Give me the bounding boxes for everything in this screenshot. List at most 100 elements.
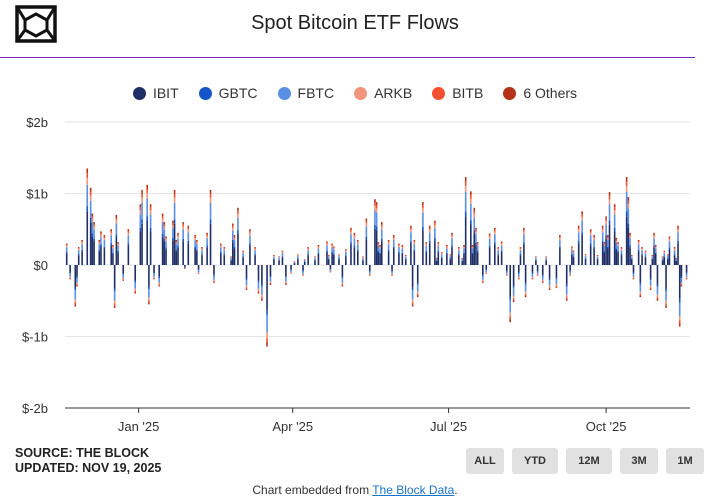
flow-bar-segment xyxy=(290,272,292,273)
range-button-1m[interactable]: 1M xyxy=(666,448,704,474)
legend-item-arkb[interactable]: ARKB xyxy=(354,84,412,102)
flow-bar-segment xyxy=(69,273,71,277)
flow-bar-segment xyxy=(663,251,666,253)
flow-bar-segment xyxy=(437,251,440,253)
flow-bar-segment xyxy=(230,257,232,258)
flow-bar-segment xyxy=(531,276,534,278)
legend-item-ibit[interactable]: IBIT xyxy=(132,84,179,102)
flow-bar-segment xyxy=(380,224,383,227)
flow-bar-segment xyxy=(607,237,609,241)
flow-bar-segment xyxy=(471,245,474,247)
flow-bar-segment xyxy=(89,191,92,196)
flow-bar-segment xyxy=(98,241,101,243)
flow-bar-segment xyxy=(413,239,416,242)
range-button-3m[interactable]: 3M xyxy=(620,448,658,474)
range-button-all[interactable]: ALL xyxy=(466,448,504,474)
flow-bar-segment xyxy=(541,275,544,280)
flow-bar-segment xyxy=(458,254,460,256)
flow-bar-segment xyxy=(577,227,580,230)
flow-bar-segment xyxy=(500,243,503,246)
flow-bar-segment xyxy=(458,250,460,255)
flow-bar-segment xyxy=(357,249,359,252)
flow-bar-segment xyxy=(581,235,583,265)
flow-bar-segment xyxy=(461,257,464,259)
flow-bar-segment xyxy=(81,251,83,265)
flow-bar-segment xyxy=(249,243,251,246)
legend-item-bitb[interactable]: BITB xyxy=(432,84,483,102)
flow-bar-segment xyxy=(536,273,539,275)
flow-bar-segment xyxy=(362,259,364,261)
flow-bar-segment xyxy=(362,256,364,258)
flow-bar-segment xyxy=(413,241,416,243)
flow-bar-segment xyxy=(153,278,155,280)
flow-bar-segment xyxy=(461,259,464,261)
range-button-12m[interactable]: 12M xyxy=(566,448,612,474)
flow-bar-segment xyxy=(482,275,484,280)
flow-bar-segment xyxy=(392,236,395,238)
flow-bar-segment xyxy=(577,225,580,228)
flow-bar-segment xyxy=(653,245,655,248)
flow-bar-segment xyxy=(307,254,309,256)
flow-bar-segment xyxy=(685,276,688,278)
flow-bar-segment xyxy=(249,232,251,236)
flow-bar-segment xyxy=(639,293,642,296)
updated-label: UPDATED: NOV 19, 2025 xyxy=(15,461,162,475)
flow-bar-segment xyxy=(512,265,515,286)
flow-bar-segment xyxy=(98,239,101,242)
legend-label: IBIT xyxy=(152,85,179,101)
flow-bar-segment xyxy=(249,229,251,232)
flow-bar-segment xyxy=(213,281,215,283)
flow-bar-segment xyxy=(665,300,667,304)
flow-bar-segment xyxy=(607,236,609,238)
flow-bar-segment xyxy=(89,217,92,223)
flow-bar-segment xyxy=(103,236,106,238)
flow-bar-segment xyxy=(91,236,94,265)
header-divider xyxy=(0,57,695,58)
flow-bar-segment xyxy=(327,258,330,260)
flow-bar-segment xyxy=(380,229,383,239)
legend-item-fbtc[interactable]: FBTC xyxy=(277,84,334,102)
flow-bar-segment xyxy=(422,226,424,231)
flow-bar-segment xyxy=(596,255,599,256)
range-button-ytd[interactable]: YTD xyxy=(512,448,558,474)
flow-bar-segment xyxy=(307,248,309,249)
legend-item-others[interactable]: 6 Others xyxy=(503,84,577,102)
flow-bar-segment xyxy=(182,226,184,230)
the-block-data-link[interactable]: The Block Data xyxy=(372,483,455,497)
flow-bar-segment xyxy=(220,247,222,252)
flow-bar-segment xyxy=(605,216,607,219)
flow-bar-segment xyxy=(629,247,631,265)
flow-bar-segment xyxy=(497,248,500,249)
flow-bar-segment xyxy=(161,218,164,223)
flow-bar-segment xyxy=(461,258,464,259)
flow-bar-segment xyxy=(536,265,539,271)
legend-item-gbtc[interactable]: GBTC xyxy=(198,84,258,102)
flow-bar-segment xyxy=(103,240,106,247)
flow-bar-segment xyxy=(353,238,356,246)
flow-bar-segment xyxy=(93,226,95,230)
flow-bar-segment xyxy=(666,259,669,265)
flow-bar-segment xyxy=(613,227,616,232)
flow-bar-segment xyxy=(117,243,119,245)
flow-bar-segment xyxy=(285,265,287,277)
flow-bar-segment xyxy=(517,278,520,280)
flow-bar-segment xyxy=(404,259,407,265)
flow-bar-segment xyxy=(625,216,628,265)
flow-bar-segment xyxy=(584,256,587,259)
flow-bar-segment xyxy=(425,246,428,252)
flow-bar-segment xyxy=(233,240,236,247)
flow-bar-segment xyxy=(345,250,347,252)
flow-bar-segment xyxy=(149,227,152,232)
flow-bar-segment xyxy=(401,245,404,247)
flow-bar-segment xyxy=(375,202,378,206)
flow-bar-segment xyxy=(461,258,464,260)
flow-bar-segment xyxy=(112,253,114,265)
flow-bar-segment xyxy=(644,253,647,257)
flow-bar-segment xyxy=(220,244,222,246)
flow-bar-segment xyxy=(485,270,488,273)
flow-bar-segment xyxy=(122,273,125,275)
flow-bar-segment xyxy=(608,224,611,265)
flow-bar-segment xyxy=(206,247,208,265)
flow-bar-segment xyxy=(269,276,272,278)
flow-bar-segment xyxy=(629,234,631,237)
